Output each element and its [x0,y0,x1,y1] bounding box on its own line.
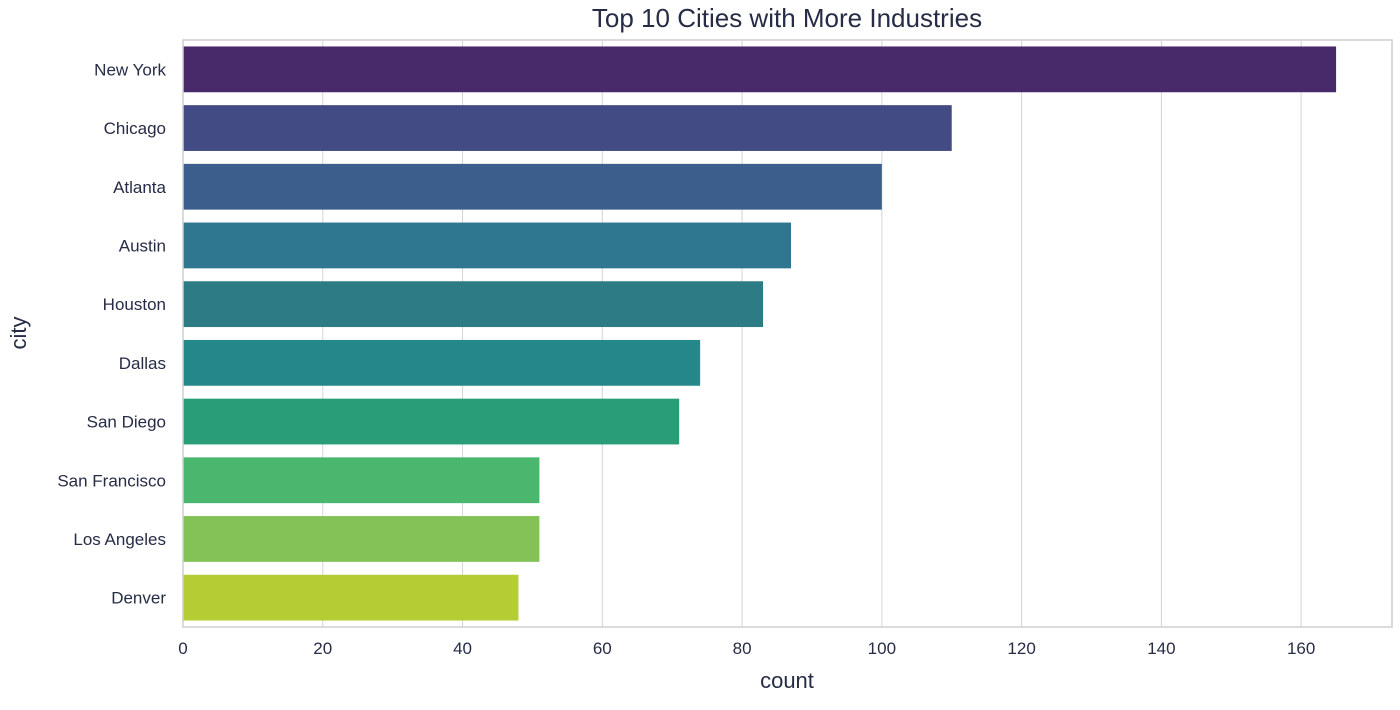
y-tick-label: Houston [103,295,166,314]
plot-area-frame [182,39,1393,628]
bar [183,574,519,621]
bar [183,105,952,151]
y-tick-label: Denver [111,589,166,608]
y-tick-labels: New York Chicago Atlanta Austin Houston Dalla… [57,60,166,607]
y-tick-label: Dallas [119,354,166,373]
y-tick-label: Austin [119,236,166,255]
y-tick-label: San Francisco [57,471,166,490]
bar [183,222,791,269]
bar [183,457,540,504]
x-tick-label: 80 [733,639,752,658]
x-tick-label: 160 [1287,639,1315,658]
y-tick-label: New York [94,60,166,79]
y-tick-label: Los Angeles [73,530,166,549]
x-tick-label: 140 [1147,639,1175,658]
x-tick-label: 60 [593,639,612,658]
bar [183,163,882,210]
x-tick-labels: 0 20 40 60 80 100 120 140 160 [178,639,1315,658]
bar [183,339,701,386]
x-tick-label: 40 [453,639,472,658]
bar [183,398,680,445]
bars [183,46,1337,621]
bar [183,46,1337,93]
y-tick-label: San Diego [87,413,166,432]
bar [183,281,764,328]
bar [183,516,540,562]
x-axis-label: count [760,668,814,693]
y-axis-label: city [6,317,31,350]
x-tick-label: 20 [313,639,332,658]
x-tick-label: 0 [178,639,187,658]
chart-title: Top 10 Cities with More Industries [592,3,982,33]
y-tick-label: Chicago [104,119,166,138]
x-tick-label: 100 [868,639,896,658]
x-tick-label: 120 [1007,639,1035,658]
y-tick-label: Atlanta [113,178,166,197]
